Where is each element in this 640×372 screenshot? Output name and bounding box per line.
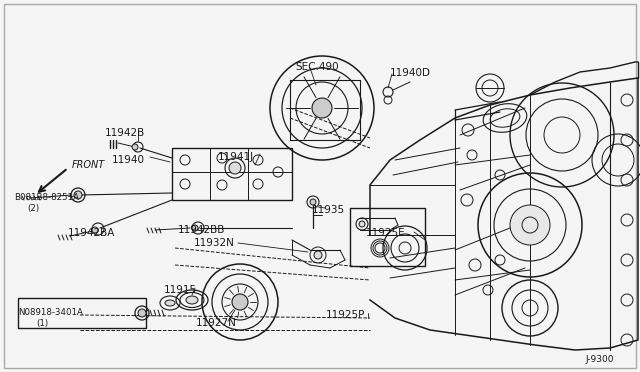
Text: J-9300: J-9300 <box>585 355 614 364</box>
Circle shape <box>312 98 332 118</box>
Circle shape <box>92 227 98 233</box>
Text: 11932N: 11932N <box>194 238 235 248</box>
Ellipse shape <box>186 296 198 304</box>
Circle shape <box>310 199 316 205</box>
Bar <box>350 208 425 266</box>
Bar <box>172 148 292 200</box>
Text: (2): (2) <box>27 204 39 213</box>
Text: B081B8-8251A: B081B8-8251A <box>14 193 79 202</box>
Circle shape <box>132 144 138 150</box>
Ellipse shape <box>165 300 175 306</box>
Circle shape <box>138 309 146 317</box>
Text: N08918-3401A: N08918-3401A <box>18 308 83 317</box>
Text: 11925E: 11925E <box>366 228 406 238</box>
Text: 11942B: 11942B <box>105 128 145 138</box>
Circle shape <box>192 225 198 231</box>
Circle shape <box>74 191 82 199</box>
Text: 11942BB: 11942BB <box>178 225 225 235</box>
Text: 11927N: 11927N <box>196 318 237 328</box>
Circle shape <box>359 221 365 227</box>
Text: 11925P: 11925P <box>326 310 365 320</box>
Circle shape <box>229 162 241 174</box>
Text: 11941J: 11941J <box>218 152 254 162</box>
Text: 11935: 11935 <box>312 205 345 215</box>
Text: 11915: 11915 <box>164 285 197 295</box>
Bar <box>18 298 146 328</box>
Circle shape <box>232 294 248 310</box>
Text: 11942BA: 11942BA <box>68 228 115 238</box>
Text: 11940: 11940 <box>112 155 145 165</box>
Text: (1): (1) <box>36 319 48 328</box>
Text: SEC.490: SEC.490 <box>295 62 339 72</box>
Circle shape <box>314 251 322 259</box>
Circle shape <box>510 205 550 245</box>
Text: 11940D: 11940D <box>390 68 431 78</box>
Text: FRONT: FRONT <box>72 160 105 170</box>
